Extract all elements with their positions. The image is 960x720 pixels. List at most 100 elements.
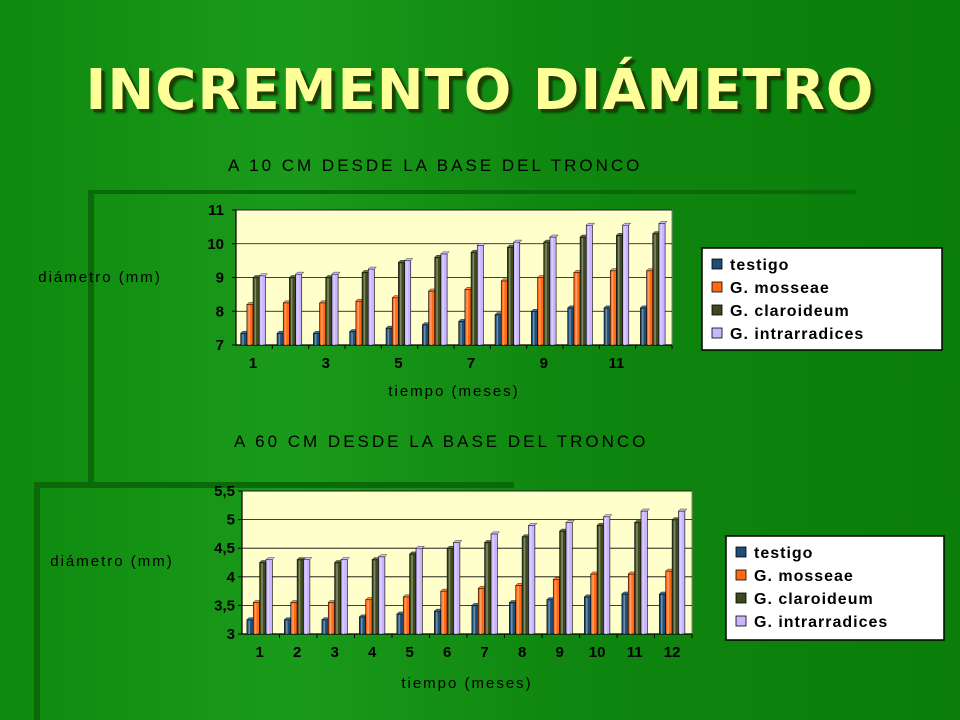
bar-highlight [581,238,584,345]
bar-top [565,520,575,523]
bar-top [658,221,668,224]
x-tick-label: 12 [664,644,681,661]
chart-2-title: A 60 CM DESDE LA BASE DEL TRONCO [234,432,649,451]
decorative-line [88,190,856,194]
bar-highlight [680,512,682,634]
bar-highlight [297,275,299,345]
legend-label: G. mosseae [754,568,854,585]
bar-highlight [660,594,663,634]
bar-body [494,314,502,346]
bar-highlight [569,308,571,345]
legend-swatch [711,304,723,316]
bar-top [265,557,275,560]
bar-highlight [357,302,359,345]
bar-highlight [466,290,468,345]
legend-swatch [735,592,747,604]
bar-top [340,557,350,560]
bar [513,239,523,346]
bar-top [549,234,559,238]
bar-top [476,243,486,246]
bar-body [367,268,375,346]
bar-highlight [254,603,257,634]
bar-highlight [329,603,332,634]
bar-top [678,508,688,512]
bar-highlight [298,560,301,634]
x-axis-label: tiempo (meses) [401,675,532,692]
bar-highlight [342,560,345,634]
legend-swatch [735,615,747,627]
bar-highlight [327,278,329,345]
bar-highlight [423,325,426,345]
x-tick-label: 5 [405,644,413,661]
y-tick-label: 4 [227,569,236,586]
bar-highlight [323,620,326,634]
bar-highlight [660,224,663,345]
legend-swatch [711,281,723,293]
x-tick-label: 3 [322,355,330,372]
bar-highlight [551,238,554,345]
bar-highlight [430,292,432,345]
bar-top [528,523,538,526]
bar-top [258,273,268,277]
bar-highlight [406,261,408,345]
bar [453,540,463,635]
x-tick-label: 2 [293,644,301,661]
bar-top [303,557,313,560]
bar-highlight [472,253,475,345]
bar-highlight [561,532,563,634]
chart-1: 11 10 9 8 7 1 3 5 7 9 11 tiempo (meses) diámetro (mm… [38,202,943,400]
decorative-line [34,482,514,488]
bar-highlight [641,308,644,345]
bar [678,508,688,635]
y-tick-label: 11 [208,202,224,219]
bar-highlight [442,592,444,634]
bar-highlight [254,278,257,345]
bar [265,557,275,635]
x-tick-label: 8 [518,644,526,661]
legend: testigo G. mosseae G. claroideum G. intrarr… [725,535,945,641]
bar-highlight [478,246,481,345]
bar-highlight [585,597,588,634]
bar-top [585,222,595,226]
bar-highlight [548,600,551,634]
x-tick-label: 11 [627,644,643,661]
bar-highlight [592,574,594,634]
bar-highlight [517,586,519,634]
bar [640,508,650,635]
bar-highlight [575,273,577,345]
bar-highlight [242,334,244,345]
bar-highlight [460,322,462,345]
bar-highlight [351,332,353,345]
bar-highlight [369,270,372,345]
legend-label: G. intrarradices [754,614,888,631]
bar-highlight [473,606,476,634]
bar-highlight [642,512,645,634]
bar-highlight [436,258,438,345]
x-tick-label: 7 [480,644,488,661]
bar-highlight [448,549,451,634]
bar [440,251,450,346]
bar [340,557,350,635]
bar-highlight [336,563,338,634]
chart-1-title: A 10 CM DESDE LA BASE DEL TRONCO [228,156,643,175]
bar-highlight [479,589,482,634]
legend-swatch [711,258,723,270]
bar-highlight [278,334,281,345]
y-tick-label: 9 [216,270,224,287]
bar-highlight [611,271,614,345]
bar-highlight [367,600,369,634]
bar-highlight [442,254,445,345]
bar [549,234,559,346]
bar-highlight [539,278,541,345]
bar [295,271,305,346]
bar-highlight [523,537,526,634]
y-tick-label: 10 [207,236,224,253]
bar-highlight [648,271,650,345]
bar [528,523,538,635]
bar-highlight [587,226,590,345]
bar-highlight [248,620,251,634]
y-tick-label: 3,5 [214,597,235,614]
bar-highlight [285,620,288,634]
y-tick-label: 5,5 [214,483,235,500]
bar-highlight [292,603,294,634]
